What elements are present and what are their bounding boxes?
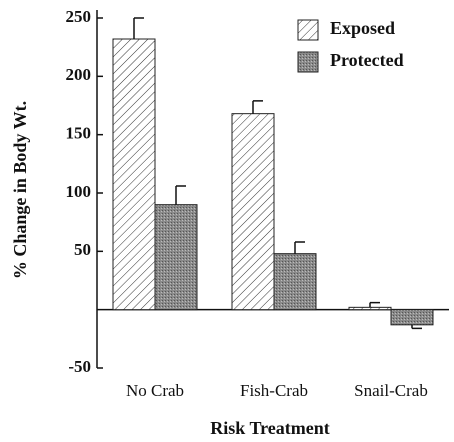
y-axis-label: % Change in Body Wt.	[10, 101, 30, 279]
bar	[390, 309, 434, 326]
x-tick-label: Fish-Crab	[240, 381, 308, 400]
error-bar	[411, 324, 422, 330]
x-tick-label: No Crab	[126, 381, 184, 400]
bar	[348, 306, 392, 311]
y-tick-label: 100	[66, 182, 92, 201]
legend-label: Exposed	[330, 18, 395, 38]
error-bar	[369, 301, 380, 308]
bar	[231, 113, 275, 311]
y-tick-label: 250	[66, 7, 92, 26]
y-tick-label: 50	[74, 240, 91, 259]
y-tick-label: 150	[66, 124, 92, 143]
y-tick-label: -50	[68, 357, 91, 376]
x-tick-label: Snail-Crab	[354, 381, 428, 400]
y-tick-label: 200	[66, 65, 92, 84]
legend-label: Protected	[330, 50, 404, 70]
bar	[154, 204, 198, 311]
x-axis-label: Risk Treatment	[210, 418, 330, 438]
bar	[273, 253, 317, 311]
error-bar	[294, 241, 305, 254]
legend-swatch	[297, 19, 319, 41]
bar	[112, 38, 156, 311]
error-bar	[133, 17, 144, 39]
error-bar	[252, 100, 263, 114]
error-bar	[175, 185, 186, 205]
legend-swatch	[297, 51, 319, 73]
